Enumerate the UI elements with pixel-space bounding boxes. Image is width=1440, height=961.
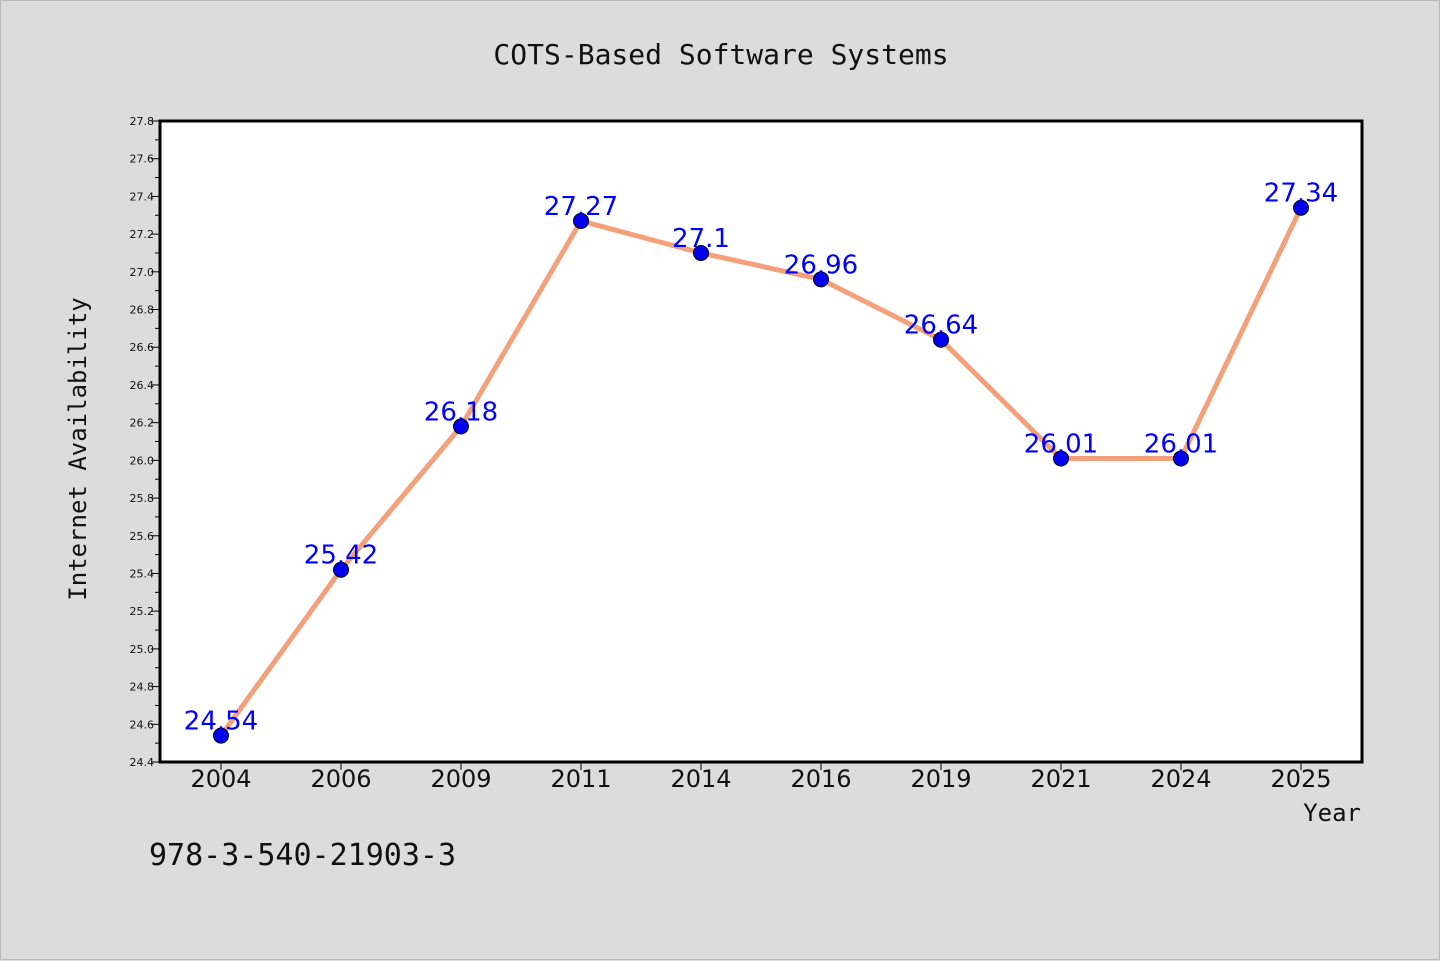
x-tick-label: 2011: [550, 765, 611, 793]
x-tick-label: 2006: [310, 765, 371, 793]
plot-frame: [158, 119, 1364, 764]
data-point: [1293, 199, 1309, 216]
y-tick-label: 26.2: [130, 417, 155, 430]
x-tick-label: 2024: [1150, 765, 1211, 793]
data-point: [333, 561, 349, 578]
data-label: 26.64: [904, 311, 978, 341]
y-tick-label: 27.2: [130, 228, 155, 241]
y-tick-label: 26.8: [130, 304, 155, 317]
x-tick-label: 2004: [190, 765, 251, 793]
data-label: 27.34: [1264, 179, 1338, 209]
data-point: [933, 331, 949, 348]
series-line-group: [218, 205, 1304, 739]
y-tick-label: 24.8: [130, 681, 155, 694]
x-tick-label: 2019: [910, 765, 971, 793]
chart-title: COTS-Based Software Systems: [493, 38, 948, 71]
data-label: 27.27: [544, 192, 618, 222]
y-tick-label: 25.2: [130, 605, 155, 618]
y-axis: 24.4 24.6 24.8 25.0 25.2 25.4 25.6 25.8 26.0 26.2…: [130, 115, 160, 769]
x-tick-label: 2009: [430, 765, 491, 793]
data-label: 26.01: [1024, 429, 1098, 459]
y-tick-label: 27.8: [130, 115, 155, 128]
series-line: [218, 205, 1304, 739]
y-tick-label: 24.6: [130, 718, 155, 731]
data-label: 26.01: [1144, 429, 1218, 459]
y-tick-label: 26.6: [130, 341, 155, 354]
marker-group: [213, 199, 1309, 744]
x-axis-label: Year: [1303, 799, 1361, 827]
x-tick-label: 2021: [1030, 765, 1091, 793]
y-tick-label: 25.0: [130, 643, 155, 656]
data-point: [573, 212, 589, 229]
y-tick-label: 26.0: [130, 454, 155, 467]
data-point: [1053, 450, 1069, 467]
x-tick-label: 2016: [790, 765, 851, 793]
data-label-group: 24.54 25.42 26.18 27.27 27.1 26.96 26.64 26.01 2…: [184, 179, 1338, 737]
y-tick-label: 24.4: [130, 756, 155, 769]
data-label: 26.96: [784, 250, 858, 280]
y-tick-label: 25.6: [130, 530, 155, 543]
x-tick-label: 2025: [1270, 765, 1331, 793]
y-axis-label: Internet Availability: [64, 297, 92, 600]
x-tick-label: 2014: [670, 765, 731, 793]
y-tick-label: 27.6: [130, 153, 155, 166]
data-point: [453, 418, 469, 435]
footnote: 978-3-540-21903-3: [149, 838, 456, 873]
plot-area: [160, 121, 1362, 762]
y-tick-label: 26.4: [130, 379, 155, 392]
data-point: [693, 244, 709, 261]
x-axis: 2004 2006 2009 2011 2014 2016 2019 2021 2024 2025: [190, 762, 1332, 793]
y-tick-label: 25.4: [130, 567, 155, 580]
data-label: 25.42: [304, 541, 378, 571]
data-point: [213, 727, 229, 744]
data-label: 27.1: [672, 224, 730, 254]
data-label: 26.18: [424, 397, 498, 427]
data-label: 24.54: [184, 707, 258, 737]
data-point: [813, 271, 829, 288]
y-tick-label: 25.8: [130, 492, 155, 505]
data-point: [1173, 450, 1189, 467]
y-tick-label: 27.0: [130, 266, 155, 279]
y-tick-label: 27.4: [130, 190, 155, 203]
